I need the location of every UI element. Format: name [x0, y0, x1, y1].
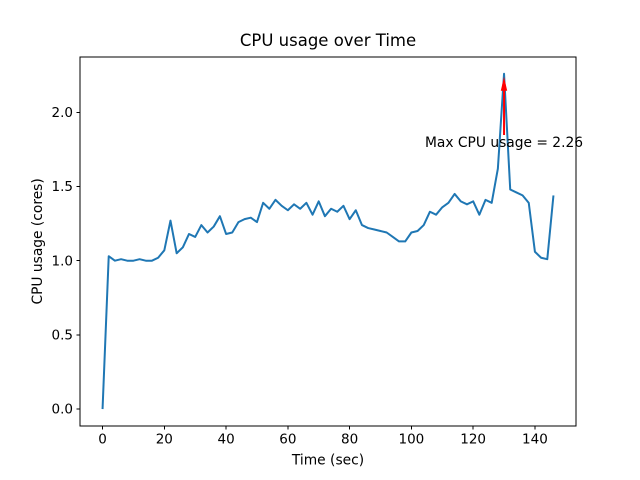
x-tick-label: 140 [522, 431, 548, 447]
y-axis-label: CPU usage (cores) [30, 178, 46, 304]
x-tick-label: 60 [279, 431, 296, 447]
y-tick-label: 2.0 [52, 105, 73, 121]
chart-title: CPU usage over Time [240, 31, 416, 50]
x-tick-label: 40 [217, 431, 234, 447]
annotation-text: Max CPU usage = 2.26 [425, 135, 583, 151]
y-tick-label: 0.5 [52, 328, 73, 344]
x-tick-label: 100 [398, 431, 424, 447]
x-axis-label: Time (sec) [291, 453, 364, 469]
arrow-head [500, 76, 508, 91]
y-tick-label: 1.0 [52, 253, 73, 269]
y-tick-label: 1.5 [52, 179, 73, 195]
axis-ticks: 0 20 40 60 80 100 120 140 0.0 0.5 1.0 1.5 2.0 [52, 105, 548, 447]
data-series-layer [101, 72, 555, 410]
plot-area [80, 57, 576, 426]
x-tick-label: 20 [156, 431, 173, 447]
cpu-usage-line [101, 72, 555, 410]
annotation-arrow [500, 76, 508, 136]
x-tick-label: 0 [98, 431, 107, 447]
y-tick-label: 0.0 [52, 402, 73, 418]
x-tick-label: 120 [460, 431, 486, 447]
axes-frame [79, 56, 577, 427]
x-tick-label: 80 [341, 431, 358, 447]
